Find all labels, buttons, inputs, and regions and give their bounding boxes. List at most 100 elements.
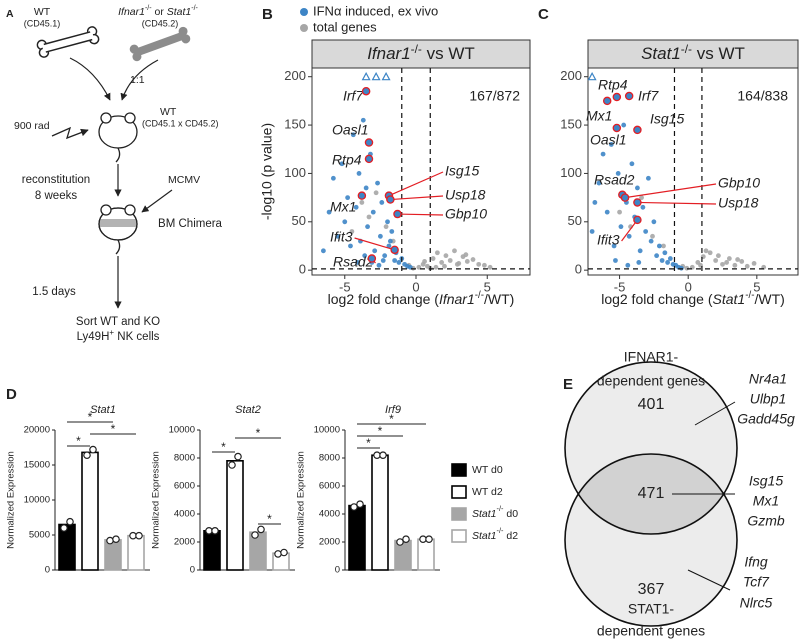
bone [36,26,100,58]
point [430,256,436,261]
y-tick-label: 0 [45,565,50,576]
point [348,243,353,249]
x-tick-label: -5 [614,279,626,294]
point [320,248,326,254]
chart-title: Stat2 [235,404,261,416]
y-tick-label: 0 [299,262,306,277]
significance-label: * [267,512,272,526]
y-tick-label: 10000 [169,425,195,436]
gene-label: Oasl1 [332,122,369,138]
point [326,209,332,215]
text-part: Stat1 [713,291,746,307]
highlight-point [386,195,395,204]
point [463,252,469,258]
point [661,243,666,249]
gene: Nr4a1 [749,371,787,387]
point [667,256,673,261]
point [640,204,646,210]
text: or [152,6,167,18]
text-part: -/- [745,290,754,301]
x-tick-label: 5 [753,279,760,294]
set-label: STAT1- [628,601,674,617]
step-label: 8 weeks [35,190,77,202]
panel-letter: D [6,386,17,403]
label-leader [388,171,444,197]
point [373,190,379,196]
text-part: -/- [475,290,484,301]
point [396,260,402,265]
panel-letter: C [538,6,549,23]
panel-letter: B [262,6,273,23]
chimera: BM Chimera [158,218,223,230]
point [678,265,684,271]
y-tick-label: 4000 [174,509,195,520]
text-part: log2 fold change ( [601,291,713,307]
highlight-point [367,254,377,263]
radiation [51,126,89,140]
highlight-point [364,138,374,147]
point [645,175,651,181]
legend-swatch [451,463,467,477]
replicate-point [66,517,74,526]
text-part: vs WT [422,44,475,63]
point [600,151,606,157]
pointer [694,401,736,426]
text-part: Stat1 [472,508,497,520]
replicate-point [350,503,358,511]
label-leader [624,183,717,199]
gene-label: Usp18 [718,195,759,211]
point [635,185,640,191]
y-tick-label: 100 [284,165,306,180]
x-tick-label: 0 [685,279,692,294]
significance-label: * [88,410,93,424]
step-label: Ly49H+ NK cells [77,328,160,343]
point [370,209,376,215]
text-part: log2 fold change ( [328,291,440,307]
replicate-point [251,531,259,539]
highlight-point [361,86,371,96]
capped-point [361,71,371,81]
bar [226,459,244,571]
point [353,204,359,210]
replicate-point [60,524,68,532]
point [637,248,643,254]
point [345,195,351,201]
significance-label: * [76,434,81,448]
bar [81,451,99,571]
replicate-point [228,461,236,469]
y-tick-label: 0 [335,565,340,576]
donor-marker: (CD45.2) [142,18,179,28]
point [363,185,369,191]
point [744,263,750,269]
step-label: Sort WT and KO [76,316,160,328]
legend-label: Stat1-/- d2 [472,526,518,542]
y-tick-label: 5000 [29,530,50,541]
superscript: -/- [191,5,198,12]
legend-label: Stat1-/- d0 [472,504,518,520]
y-tick-label: 15000 [24,460,50,471]
point [482,262,487,268]
legend-label: WT d2 [472,486,503,498]
point [651,219,657,225]
text-part: -/- [497,526,504,535]
count: 471 [638,485,665,502]
y-tick-label: 200 [560,68,582,83]
y-tick-label: 150 [560,117,582,132]
point [360,117,366,123]
point [662,250,668,256]
set-label: IFNAR1- [624,349,679,365]
replicate-point [112,535,120,544]
point [389,229,395,234]
text-part: Ifnar1 [367,44,410,63]
highlight-point [612,123,622,133]
point [443,253,449,259]
replicate-point [379,451,387,460]
facet-strip [311,39,531,69]
gene: Ifnar1 [118,6,145,18]
legend-label: WT d0 [472,464,503,476]
mouse [98,204,138,255]
mouse [98,112,138,163]
plot-frame [587,67,799,276]
y-tick-label: 100 [560,165,582,180]
